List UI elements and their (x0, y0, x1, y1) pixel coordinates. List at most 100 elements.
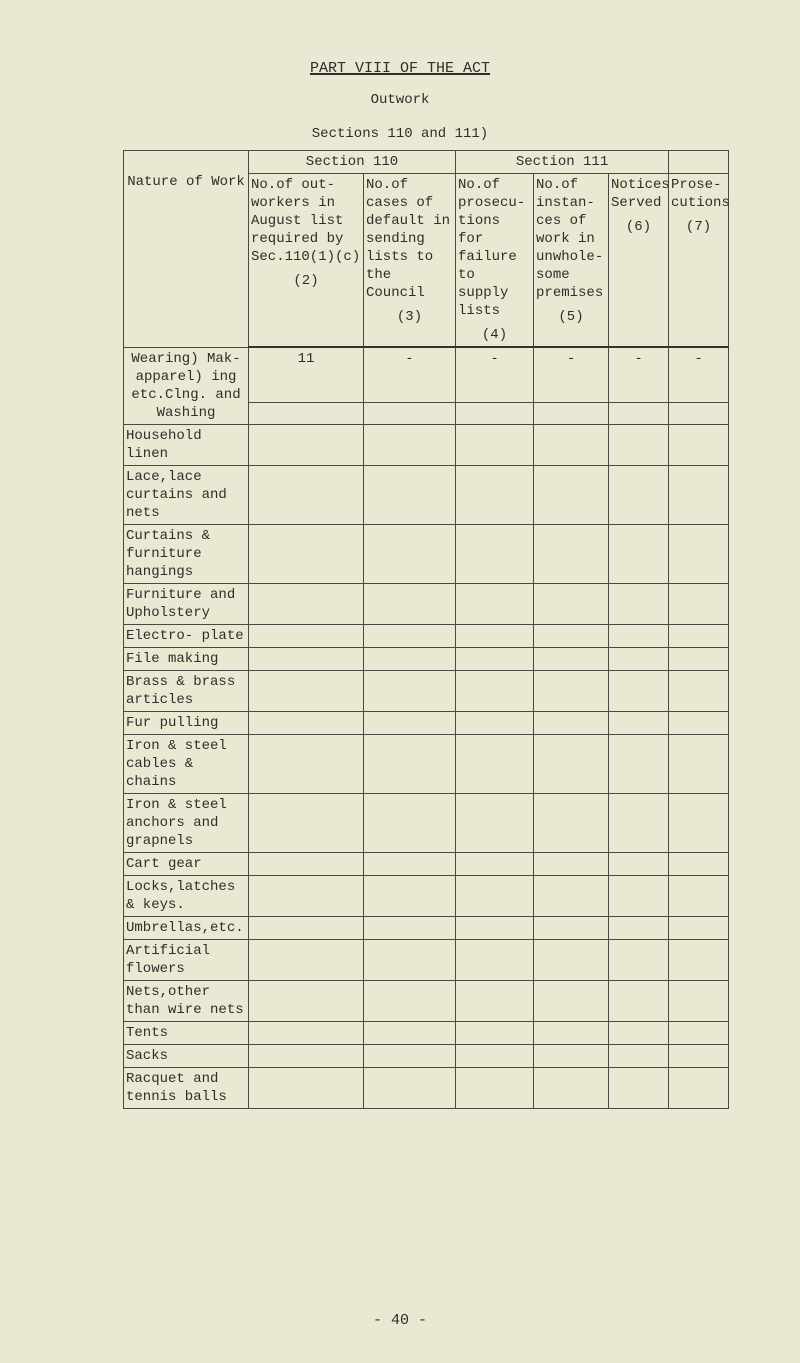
value-cell-col-7 (668, 710, 730, 735)
value-cell-col-2 (248, 733, 364, 794)
value-cell-col-3 (362, 710, 457, 735)
empty-cell (608, 402, 670, 425)
value-cell-col-7 (668, 792, 730, 853)
value-cell-col-4 (455, 669, 535, 712)
empty-cell (362, 402, 457, 425)
table-row: Electro- plate (123, 623, 730, 648)
nature-of-work-cell: Nets,other than wire nets (123, 979, 249, 1022)
table-row: Furniture and Upholstery (123, 582, 730, 625)
value-cell-col-3 (362, 1020, 457, 1045)
table-row (124, 402, 730, 425)
column-number: (3) (396, 309, 423, 325)
value-cell-col-3 (362, 733, 457, 794)
value-cell-col-3 (362, 915, 457, 940)
value-cell-col-6 (608, 874, 670, 917)
table-row: Iron & steel cables & chains (123, 733, 730, 794)
value-cell-col-3 (362, 423, 457, 466)
value-cell-col-7 (668, 1066, 730, 1109)
value-cell-col-5 (533, 582, 610, 625)
table-row: Iron & steel anchors and grapnels (123, 792, 730, 853)
value-cell-col-6 (608, 792, 670, 853)
value-cell-col-4 (455, 582, 535, 625)
value-cell-col-2 (248, 1020, 364, 1045)
value-cell-col-7 (668, 623, 730, 648)
value-cell-col-6: - (608, 346, 670, 403)
table-row: Nets,other than wire nets (123, 979, 730, 1022)
value-cell-col-6 (608, 979, 670, 1022)
value-cell-col-4 (455, 464, 535, 525)
value-cell-col-7 (668, 423, 730, 466)
value-cell-col-2 (248, 669, 364, 712)
nature-of-work-cell: Locks,latches & keys. (123, 874, 249, 917)
value-cell-col-2 (248, 646, 364, 671)
value-cell-col-5 (533, 669, 610, 712)
value-cell-col-3 (362, 874, 457, 917)
value-cell-col-3: - (362, 346, 457, 403)
empty-cell (248, 402, 364, 425)
nature-of-work-cell: Curtains & furniture hangings (123, 523, 249, 584)
value-cell-col-3 (362, 623, 457, 648)
value-cell-col-4 (455, 938, 535, 981)
value-cell-col-6 (608, 623, 670, 648)
column-number: (7) (685, 219, 712, 235)
value-cell-col-5 (533, 1020, 610, 1045)
value-cell-col-5 (533, 792, 610, 853)
value-cell-col-3 (362, 523, 457, 584)
nature-of-work-cell: Household linen (123, 423, 249, 466)
group-header-row: Nature of Work Section 110 Section 111 (123, 150, 730, 348)
nature-of-work-cell: Lace,lace curtains and nets (123, 464, 249, 525)
page-subtitle: Outwork (370, 92, 430, 108)
nature-of-work-cell: Brass & brass articles (123, 669, 249, 712)
nature-of-work-cell: Fur pulling (123, 710, 249, 735)
header-section-110: Section 110 (247, 150, 457, 174)
value-cell-col-7 (668, 1043, 730, 1068)
value-cell-col-6 (608, 1043, 670, 1068)
table-row: Wearing) Mak- apparel) ing etc.Clng. and… (123, 346, 730, 425)
sections-caption: Sections 110 and 111) (311, 126, 489, 142)
value-cell-col-7: - (668, 346, 730, 403)
table-row: Tents (123, 1020, 730, 1045)
value-cell-col-4 (455, 851, 535, 876)
value-cell-col-2: 11 (248, 346, 364, 403)
value-cell-col-5 (533, 646, 610, 671)
value-cell-col-2 (248, 464, 364, 525)
value-cell-col-7 (668, 874, 730, 917)
value-cell-col-6 (608, 646, 670, 671)
value-cell-col-6 (608, 733, 670, 794)
column-number: (4) (481, 327, 508, 343)
table-row: Curtains & furniture hangings (123, 523, 730, 584)
column-header-3: No.of prosecu- tions for failure to supp… (455, 173, 535, 348)
value-cell-col-5 (533, 1066, 610, 1109)
value-cell-col-7 (668, 464, 730, 525)
table-row: Lace,lace curtains and nets (123, 464, 730, 525)
value-cell-col-2 (248, 623, 364, 648)
header-blank (668, 150, 730, 174)
value-cell-col-4 (455, 710, 535, 735)
value-cell-col-6 (608, 1066, 670, 1109)
value-cell-col-7 (668, 669, 730, 712)
value-cell-col-5 (533, 874, 610, 917)
nature-of-work-cell: Artificial flowers (123, 938, 249, 981)
value-cell-col-5: - (533, 346, 610, 403)
value-cell-col-4 (455, 979, 535, 1022)
header-section-111: Section 111 (455, 150, 670, 174)
value-cell-col-2 (248, 582, 364, 625)
value-cell-col-2 (248, 792, 364, 853)
value-cell-col-6 (608, 710, 670, 735)
value-cell-col-2 (248, 523, 364, 584)
value-cell-col-4 (455, 423, 535, 466)
value-cell-col-4 (455, 646, 535, 671)
value-cell-col-6 (608, 915, 670, 940)
value-cell-col-2 (248, 874, 364, 917)
table-row: Household linen (123, 423, 730, 466)
value-cell-col-7 (668, 523, 730, 584)
value-cell-col-6 (608, 582, 670, 625)
nature-of-work-cell: Umbrellas,etc. (123, 915, 249, 940)
page-title-text: PART VIII OF THE ACT (309, 60, 491, 77)
nature-of-work-cell: Racquet and tennis balls (123, 1066, 249, 1109)
value-cell-col-4 (455, 874, 535, 917)
value-cell-col-7 (668, 915, 730, 940)
value-cell-col-5 (533, 423, 610, 466)
value-cell-col-4 (455, 792, 535, 853)
nature-of-work-cell: File making (123, 646, 249, 671)
